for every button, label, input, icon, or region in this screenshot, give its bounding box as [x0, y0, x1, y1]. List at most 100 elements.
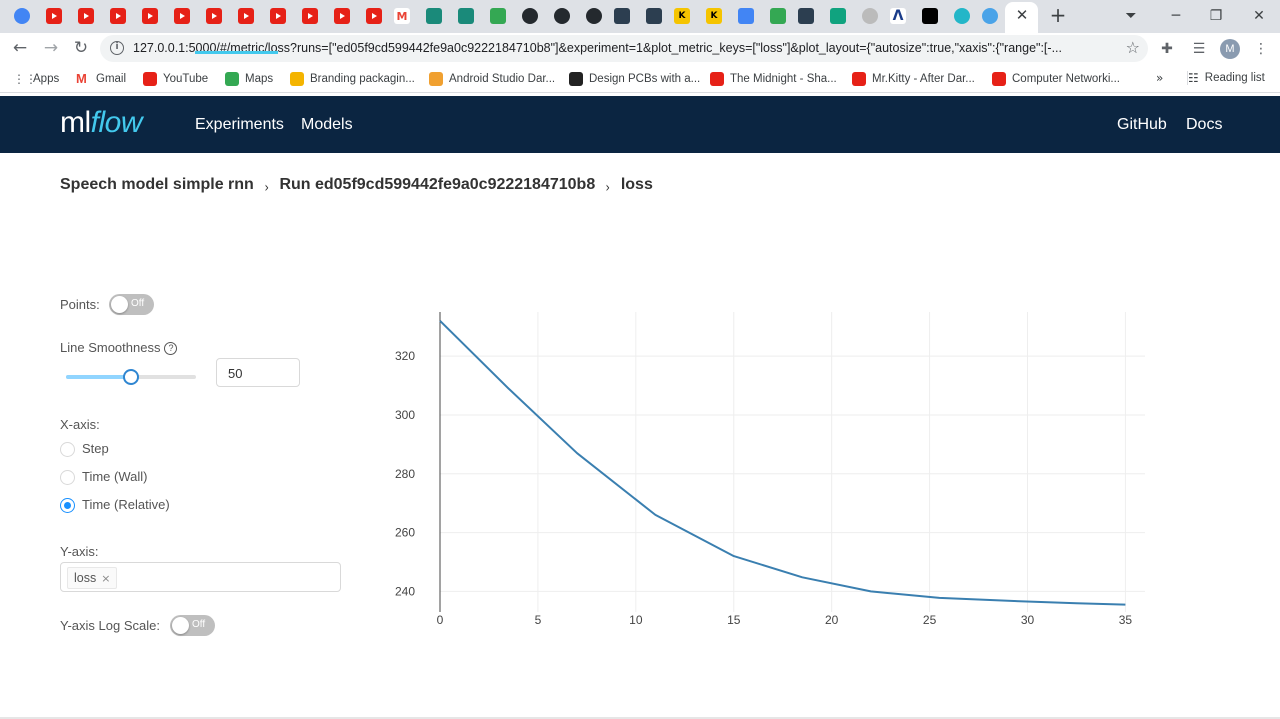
bookmark-branding[interactable]: Branding packagin... — [290, 71, 415, 87]
github-tab-icon[interactable] — [586, 8, 602, 24]
radio-time-wall[interactable] — [60, 470, 75, 485]
a-tab-icon[interactable]: Λ — [890, 8, 906, 24]
extensions-puzzle-icon[interactable]: ✚ — [1161, 41, 1173, 57]
log-scale-toggle[interactable]: Off — [170, 615, 215, 636]
radio-step-label[interactable]: Step — [82, 441, 109, 456]
bookmark-android-studio[interactable]: Android Studio Dar... — [429, 71, 555, 87]
youtube-tab-icon[interactable] — [110, 8, 126, 24]
breadcrumb-run[interactable]: Run ed05f9cd599442fe9a0c9222184710b8 — [279, 176, 596, 193]
github-tab-icon[interactable] — [522, 8, 538, 24]
gmail-icon: M — [76, 71, 87, 86]
medium-tab-icon[interactable] — [922, 8, 938, 24]
points-toggle[interactable]: Off — [109, 294, 154, 315]
loss-series-line[interactable] — [439, 320, 1126, 606]
article-tab-icon[interactable] — [646, 8, 662, 24]
bookmark-label: Computer Networki... — [1012, 73, 1121, 85]
app-tab-icon[interactable] — [982, 8, 998, 24]
minimize-button[interactable]: ─ — [1171, 8, 1181, 24]
bookmark-label: Mr.Kitty - After Dar... — [872, 73, 975, 85]
radio-step[interactable] — [60, 442, 75, 457]
site-info-icon[interactable]: i — [110, 41, 124, 55]
y-axis-select[interactable]: loss × — [60, 562, 341, 592]
bookmark-star-icon[interactable]: ☆ — [1125, 38, 1140, 57]
k-tab-icon[interactable]: K — [674, 8, 690, 24]
radio-time-relative-label[interactable]: Time (Relative) — [82, 497, 170, 512]
youtube-tab-icon[interactable] — [174, 8, 190, 24]
gmail-tab-icon[interactable]: M — [394, 8, 410, 24]
new-tab-button[interactable]: + — [1049, 3, 1067, 27]
bookmark-youtube[interactable]: YouTube — [143, 71, 208, 87]
bookmark-design-pcbs[interactable]: Design PCBs with a... — [569, 71, 700, 87]
x-tick-label: 5 — [535, 613, 542, 627]
bookmarks-overflow-chevron[interactable]: » — [1156, 71, 1164, 85]
address-toolbar: ← → ↻ i 127.0.0.1:5000/#/metric/loss?run… — [0, 33, 1280, 64]
radio-time-wall-label[interactable]: Time (Wall) — [82, 469, 148, 484]
apps-grid-icon: ⋮⋮ — [13, 72, 37, 86]
help-question-icon[interactable]: ? — [164, 342, 178, 355]
omnibox[interactable]: i 127.0.0.1:5000/#/metric/loss?runs=["ed… — [100, 35, 1148, 62]
log-scale-label: Y-axis Log Scale: — [60, 618, 160, 633]
youtube-tab-icon[interactable] — [302, 8, 318, 24]
openai-tab-icon[interactable] — [830, 8, 846, 24]
url-text[interactable]: 127.0.0.1:5000/#/metric/loss?runs=["ed05… — [133, 41, 1062, 55]
active-tab[interactable] — [1005, 2, 1038, 33]
youtube-tab-icon[interactable] — [142, 8, 158, 24]
line-smoothness-text: Line Smoothness — [60, 340, 161, 355]
bookmark-gmail[interactable]: M Gmail — [76, 71, 126, 87]
nav-experiments[interactable]: Experiments — [195, 116, 284, 133]
article-tab-icon[interactable] — [614, 8, 630, 24]
tab-close-icon[interactable]: ✕ — [1015, 6, 1029, 24]
tag-remove-icon[interactable]: × — [101, 571, 111, 585]
page-bottom-border — [0, 717, 1280, 719]
youtube-tab-icon[interactable] — [238, 8, 254, 24]
drive-tab-icon[interactable] — [770, 8, 786, 24]
nav-github[interactable]: GitHub — [1117, 116, 1167, 133]
bookmark-apps[interactable]: ⋮⋮ Apps — [13, 71, 59, 87]
x-axis-label: X-axis: — [60, 417, 100, 432]
smoothness-input[interactable]: 50 — [216, 358, 300, 387]
radio-time-relative[interactable] — [60, 498, 75, 513]
docs-tab-icon[interactable] — [738, 8, 754, 24]
forward-arrow-icon[interactable]: → — [43, 38, 59, 58]
chrome-menu-icon[interactable]: ⋮ — [1254, 41, 1268, 57]
mlflow-logo[interactable]: mlflow — [60, 106, 143, 140]
bookmark-maps[interactable]: Maps — [225, 71, 273, 87]
app-tab-icon[interactable] — [458, 8, 474, 24]
profile-avatar[interactable]: M — [1220, 39, 1240, 59]
reading-list-icon: ☷ — [1188, 71, 1199, 85]
window-close-button[interactable]: ✕ — [1253, 8, 1265, 24]
back-arrow-icon[interactable]: ← — [12, 38, 28, 58]
app-tab-icon[interactable] — [426, 8, 442, 24]
smoothness-slider-track[interactable] — [66, 375, 131, 379]
nav-docs[interactable]: Docs — [1186, 116, 1223, 133]
youtube-tab-icon[interactable] — [334, 8, 350, 24]
youtube-tab-icon[interactable] — [46, 8, 62, 24]
youtube-tab-icon[interactable] — [366, 8, 382, 24]
nav-models[interactable]: Models — [301, 116, 353, 133]
drive-tab-icon[interactable] — [490, 8, 506, 24]
chrome-tab-icon[interactable] — [14, 8, 30, 24]
media-queue-icon[interactable]: ☰ — [1192, 41, 1206, 57]
breadcrumb: Speech model simple rnn › Run ed05f9cd59… — [60, 174, 653, 196]
youtube-tab-icon[interactable] — [206, 8, 222, 24]
youtube-tab-icon[interactable] — [78, 8, 94, 24]
bookmark-the-midnight[interactable]: The Midnight - Sha... — [710, 71, 837, 87]
smoothness-slider-handle[interactable] — [123, 369, 139, 385]
tab-search-icon[interactable]: ⏷ — [1125, 8, 1137, 24]
bookmark-label: Branding packagin... — [310, 73, 415, 85]
k-tab-icon[interactable]: K — [706, 8, 722, 24]
breadcrumb-experiment[interactable]: Speech model simple rnn — [60, 176, 254, 193]
reload-icon[interactable]: ↻ — [73, 38, 89, 58]
bookmark-computer-networking[interactable]: Computer Networki... — [992, 71, 1120, 87]
restore-button[interactable]: ❐ — [1209, 8, 1223, 24]
y-axis-tag-loss: loss × — [67, 567, 118, 589]
bookmark-mr-kitty[interactable]: Mr.Kitty - After Dar... — [852, 71, 975, 87]
youtube-icon — [710, 72, 724, 86]
metric-chart[interactable]: 240 260 280 300 320 0 5 10 15 20 25 30 35 — [380, 300, 1180, 640]
article-tab-icon[interactable] — [798, 8, 814, 24]
youtube-tab-icon[interactable] — [270, 8, 286, 24]
generic-tab-icon[interactable] — [862, 8, 878, 24]
reading-list-button[interactable]: ☷ Reading list — [1187, 71, 1265, 85]
play-tab-icon[interactable] — [954, 8, 970, 24]
github-tab-icon[interactable] — [554, 8, 570, 24]
